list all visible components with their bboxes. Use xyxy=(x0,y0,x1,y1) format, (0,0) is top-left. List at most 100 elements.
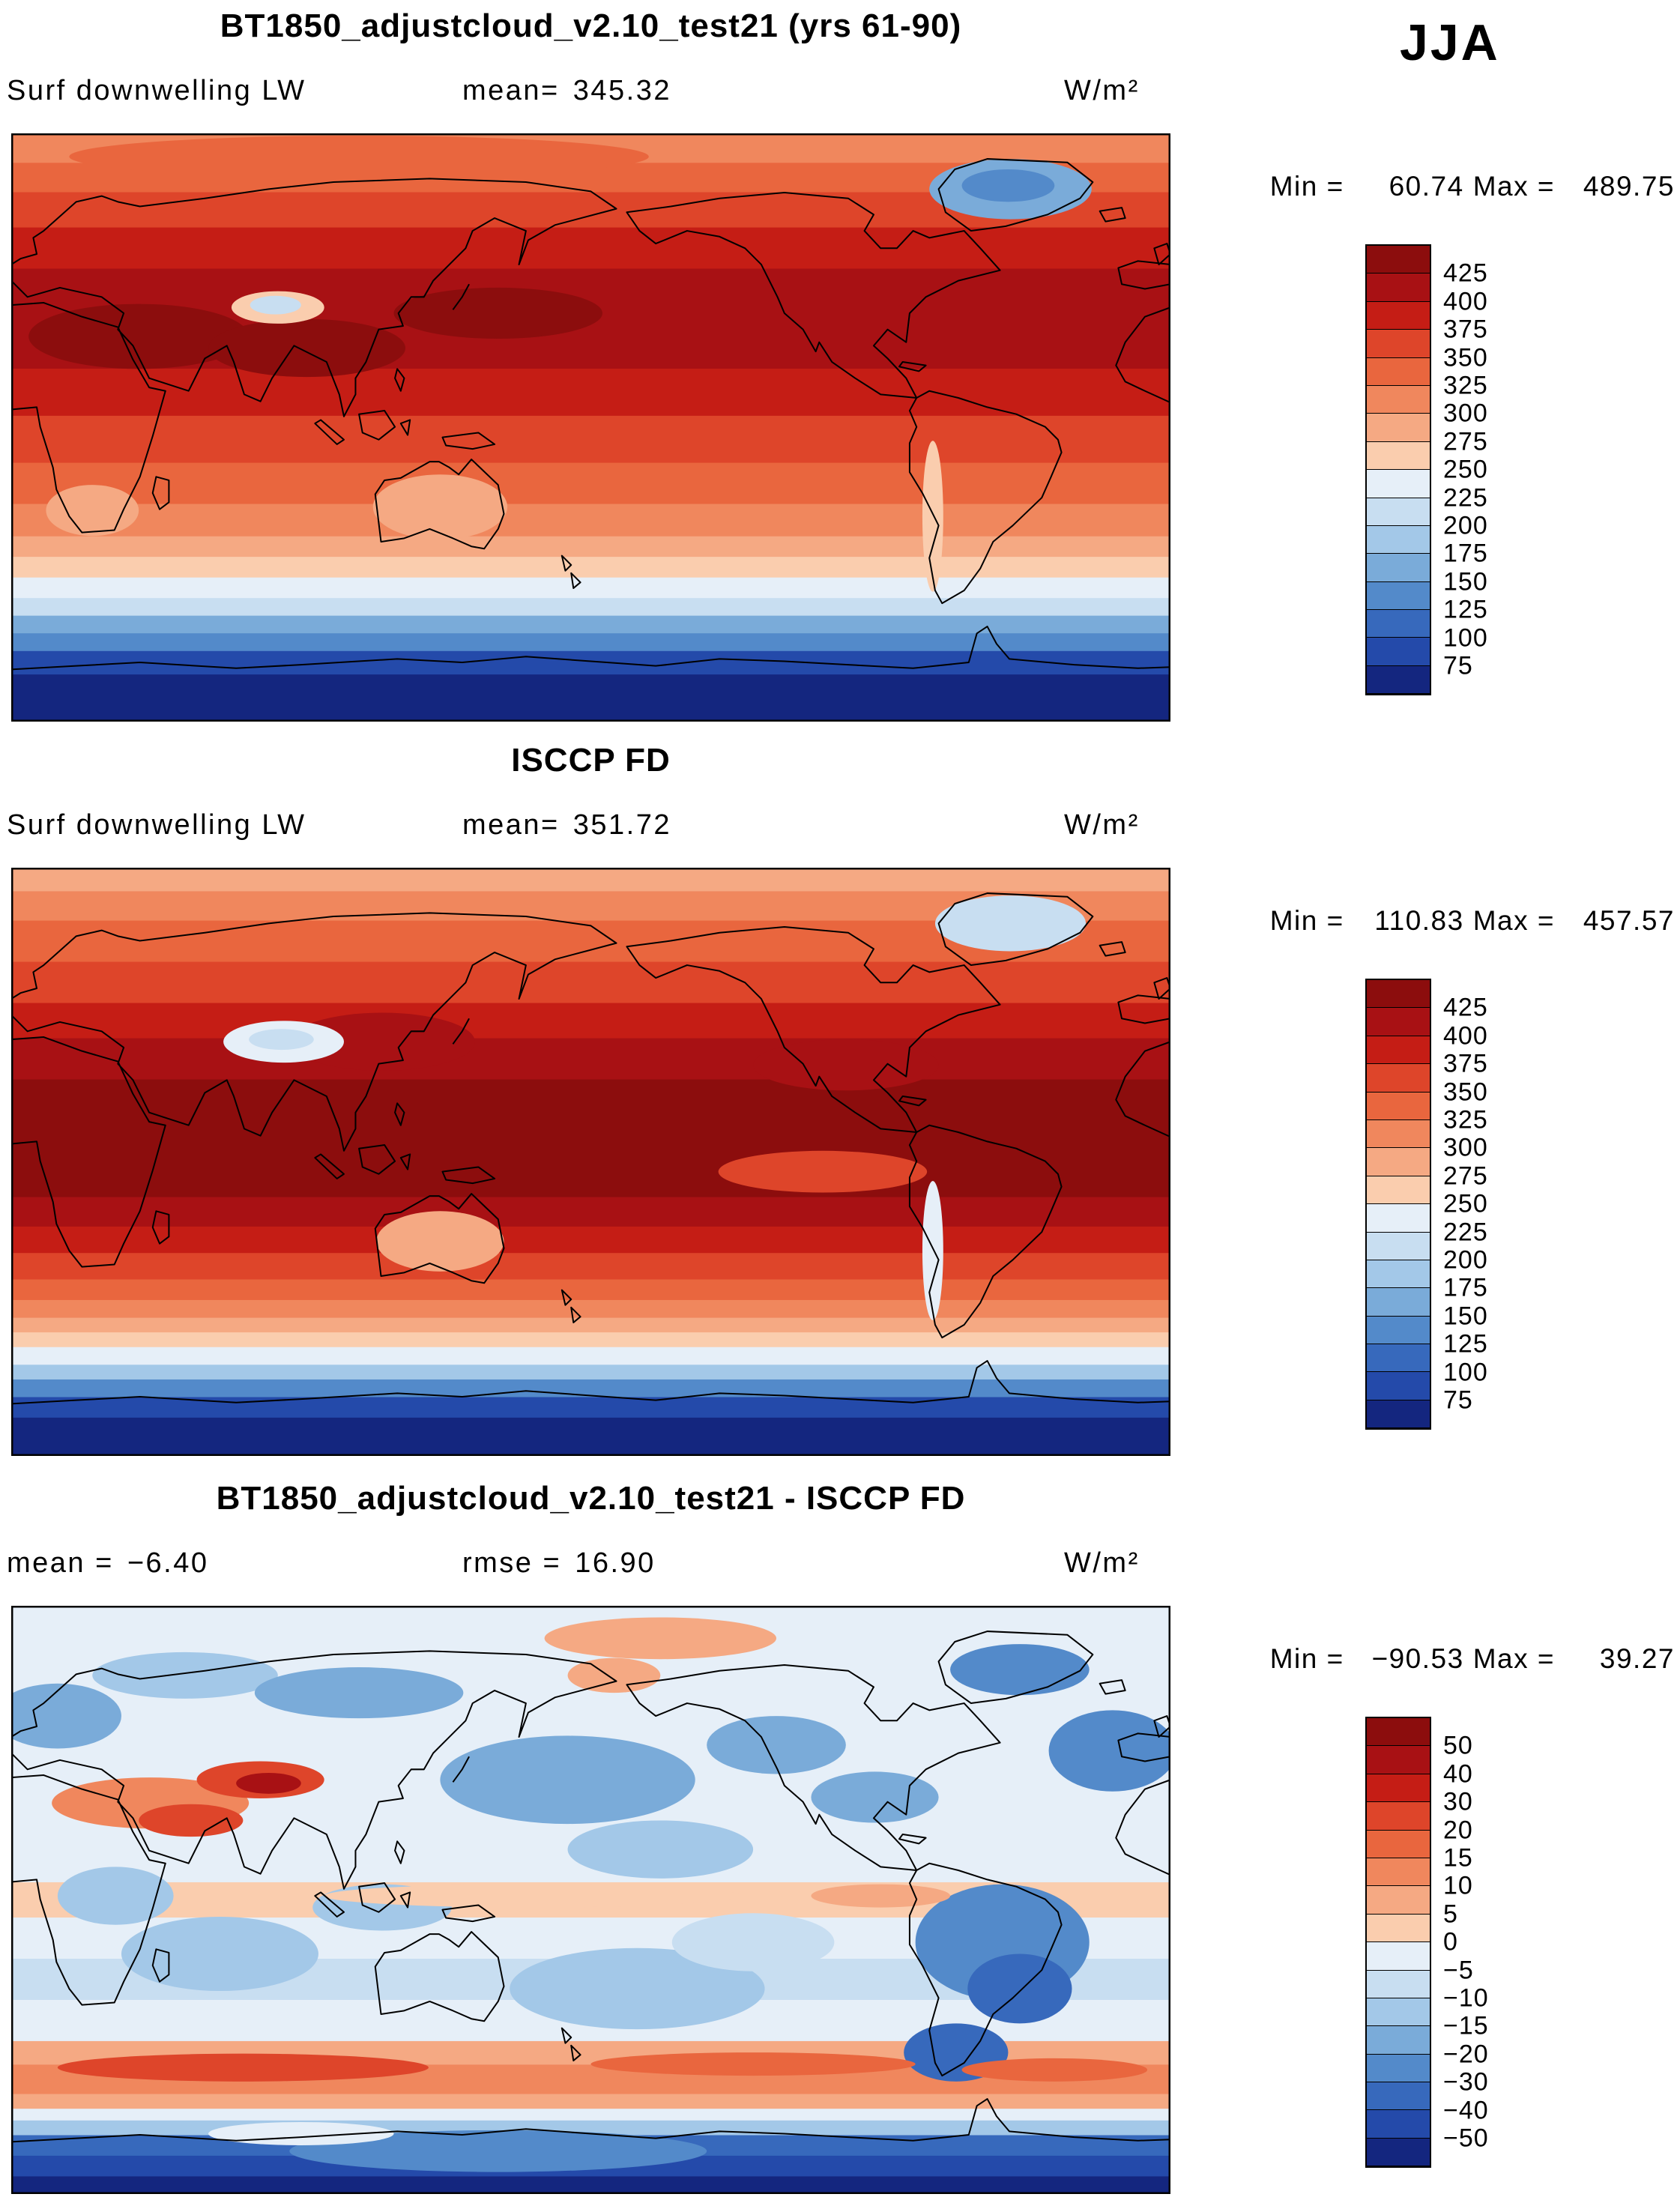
contour-band xyxy=(11,674,1170,722)
contour-feature xyxy=(289,1012,475,1071)
colorbar-cell xyxy=(1367,2026,1430,2055)
coastline-path xyxy=(560,1289,572,1306)
colorbar-cell xyxy=(1367,274,1430,302)
colorbar-tick-label: 225 xyxy=(1443,1218,1488,1247)
contour-feature xyxy=(934,895,1087,952)
colorbar-tick-label: 250 xyxy=(1443,455,1488,484)
contour-feature xyxy=(236,1772,301,1794)
colorbar-cell xyxy=(1367,2082,1430,2111)
colorbar-tick-label: 175 xyxy=(1443,1273,1488,1302)
colorbar-tick-label: −40 xyxy=(1443,2096,1489,2125)
colorbar-cell xyxy=(1367,1036,1430,1065)
contour-feature xyxy=(567,1657,661,1693)
coastline-path xyxy=(314,1891,345,1918)
coastline-path xyxy=(1115,1041,1170,1138)
coastline-path xyxy=(358,1144,396,1175)
colorbar-tick-label: 425 xyxy=(1443,259,1488,288)
contour-band xyxy=(11,1226,1170,1254)
colorbar-tick-label: −50 xyxy=(1443,2124,1489,2153)
coastline-path xyxy=(452,283,470,310)
contour-feature xyxy=(544,1617,777,1660)
coastline-path xyxy=(570,1306,581,1323)
coastline-path xyxy=(358,1882,396,1913)
coastline-path xyxy=(394,368,405,392)
colorbar-cell xyxy=(1367,385,1430,414)
coastline-path xyxy=(11,1650,617,1890)
coastline-path xyxy=(441,1904,496,1923)
colorbar-cell xyxy=(1367,1092,1430,1120)
contour-band xyxy=(11,1365,1170,1381)
variable-label: Surf downwelling LW xyxy=(7,809,306,841)
colorbar-tick-label: 75 xyxy=(1443,1385,1473,1415)
contour-band xyxy=(11,1417,1170,1456)
coastline-path xyxy=(570,2044,581,2061)
contour-band xyxy=(11,633,1170,653)
panel-model: BT1850_adjustcloud_v2.10_test21 (yrs 61-… xyxy=(0,0,1680,734)
colorbar-cell xyxy=(1367,246,1430,274)
colorbar-tick-label: 275 xyxy=(1443,1161,1488,1191)
contour-feature xyxy=(753,1039,939,1091)
contour-band xyxy=(11,1038,1170,1081)
colorbar-tick-label: 375 xyxy=(1443,1049,1488,1078)
coastline-path xyxy=(626,925,1001,1134)
contour-band xyxy=(11,1253,1170,1281)
contour-band xyxy=(11,227,1170,271)
colorbar-tick-label: 5 xyxy=(1443,1900,1458,1929)
colorbar-cell xyxy=(1367,1344,1430,1373)
coastline-path xyxy=(1099,1679,1126,1695)
max-value: 39.27 xyxy=(1599,1643,1675,1674)
colorbar-cell xyxy=(1367,441,1430,471)
colorbar-cell xyxy=(1367,1970,1430,1998)
panel-title-isccp: ISCCP FD xyxy=(511,742,671,779)
coastline-path xyxy=(358,410,396,441)
contour-feature xyxy=(139,1804,244,1837)
contour-feature xyxy=(1048,1710,1170,1792)
coastline-path xyxy=(11,2098,1170,2143)
units-label: W/m² xyxy=(1064,1547,1140,1579)
colorbar-tick-label: 0 xyxy=(1443,1927,1458,1956)
contour-feature xyxy=(46,485,139,537)
contour-band xyxy=(11,462,1170,506)
colorbar-cell xyxy=(1367,1858,1430,1887)
colorbar-cell xyxy=(1367,638,1430,666)
colorbar-cell xyxy=(1367,1260,1430,1289)
colorbar-cell xyxy=(1367,1204,1430,1233)
mean-value: 351.72 xyxy=(572,809,671,841)
colorbar-cell xyxy=(1367,1942,1430,1971)
contour-feature xyxy=(289,2130,707,2172)
contour-feature xyxy=(376,1211,504,1272)
colorbar-cell xyxy=(1367,665,1430,695)
colorbar-tick-label: 400 xyxy=(1443,1021,1488,1051)
colorbar-cell xyxy=(1367,554,1430,582)
contour-band xyxy=(11,1332,1170,1349)
panel-title-difference: BT1850_adjustcloud_v2.10_test21 - ISCCP … xyxy=(216,1480,966,1517)
colorbar-tick-label: 150 xyxy=(1443,567,1488,596)
map-border xyxy=(11,133,1170,722)
contour-band xyxy=(11,1317,1170,1334)
colorbar-cell xyxy=(1367,1802,1430,1831)
contour-band xyxy=(11,1397,1170,1419)
colorbar-tick-label: 200 xyxy=(1443,511,1488,540)
mean-label: mean= xyxy=(462,809,560,841)
coastline-path xyxy=(1099,207,1126,223)
coastline-path xyxy=(452,1018,470,1045)
coastline-path xyxy=(898,1834,927,1845)
coastline-path xyxy=(1153,1715,1170,1738)
coastline-path xyxy=(399,419,411,436)
contour-band xyxy=(11,536,1170,558)
colorbar-cell xyxy=(1367,1316,1430,1345)
colorbar-cell xyxy=(1367,1774,1430,1803)
contour-feature xyxy=(254,1667,464,1719)
colorbar-cell xyxy=(1367,581,1430,611)
coastline-path xyxy=(399,1891,411,1909)
coastline-path xyxy=(1115,306,1170,404)
coastline-path xyxy=(937,1631,1094,1705)
coastline-path xyxy=(151,1948,170,1983)
contour-band xyxy=(11,1299,1170,1319)
mean-stat: mean= 345.32 xyxy=(462,75,671,107)
coastline-path xyxy=(441,1166,496,1185)
contour-feature xyxy=(671,1913,835,1971)
coastline-path xyxy=(452,1756,470,1783)
map-border xyxy=(11,868,1170,1456)
colorbar-tick-label: 125 xyxy=(1443,1329,1488,1359)
